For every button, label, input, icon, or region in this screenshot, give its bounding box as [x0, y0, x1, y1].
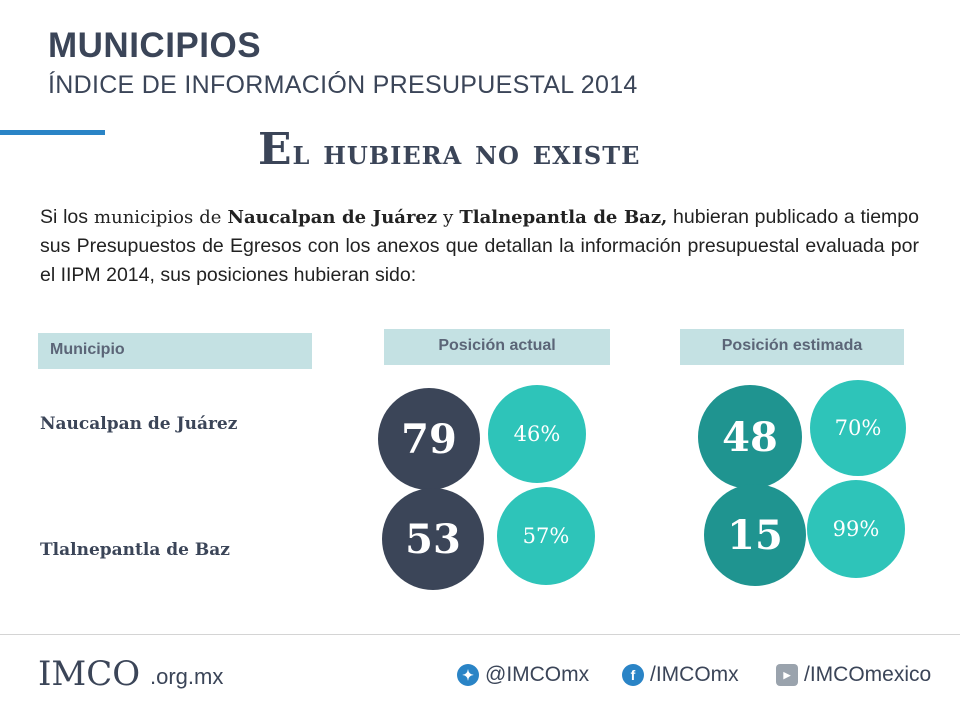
intro-text-1: Si los — [40, 206, 88, 228]
column-header-estimada: Posición estimada — [680, 329, 904, 365]
intro-paragraph: Si los municipios de Naucalpan de Juárez… — [40, 203, 919, 290]
column-header-municipio: Municipio — [38, 333, 312, 369]
column-header-actual: Posición actual — [384, 329, 610, 365]
twitter-link[interactable]: ✦ @IMCOmx — [457, 663, 589, 687]
facebook-link[interactable]: f /IMCOmx — [622, 663, 739, 687]
slide-title-rest: l hubiera no existe — [292, 133, 641, 173]
page-title: MUNICIPIOS — [48, 26, 262, 65]
youtube-link[interactable]: ▶ /IMCOmexico — [776, 663, 931, 687]
estimated-rank-tlalnepantla: 15 — [704, 484, 806, 586]
estimated-pct-naucalpan: 70% — [810, 380, 906, 476]
municipality-name-2: Tlalnepantla de Baz, — [459, 207, 668, 228]
accent-line — [0, 130, 105, 135]
intro-text-4: hubieran publicado a tiempo sus Presupue… — [40, 206, 919, 286]
page-subtitle: ÍNDICE DE INFORMACIÓN PRESUPUESTAL 2014 — [48, 71, 638, 99]
actual-rank-naucalpan: 79 — [378, 388, 480, 490]
row-municipio-tlalnepantla: Tlalnepantla de Baz — [40, 540, 230, 560]
youtube-icon: ▶ — [776, 664, 798, 686]
imco-domain: .org.mx — [150, 664, 224, 689]
estimated-rank-naucalpan: 48 — [698, 385, 802, 489]
slide-title-initial: E — [258, 124, 293, 175]
intro-text-2: municipios de — [88, 207, 228, 228]
actual-pct-tlalnepantla: 57% — [497, 487, 595, 585]
slide-title: El hubiera no existe — [258, 124, 640, 175]
imco-logo: IMCO — [38, 654, 141, 694]
municipality-name-1: Naucalpan de Juárez — [227, 207, 438, 228]
footer-divider — [0, 634, 960, 635]
actual-rank-tlalnepantla: 53 — [382, 488, 484, 590]
youtube-handle: /IMCOmexico — [804, 663, 932, 686]
facebook-handle: /IMCOmx — [650, 663, 739, 686]
intro-text-3: y — [437, 207, 460, 228]
twitter-handle: @IMCOmx — [485, 663, 590, 686]
twitter-icon: ✦ — [457, 664, 479, 686]
facebook-icon: f — [622, 664, 644, 686]
row-municipio-naucalpan: Naucalpan de Juárez — [40, 414, 238, 434]
actual-pct-naucalpan: 46% — [488, 385, 586, 483]
estimated-pct-tlalnepantla: 99% — [807, 480, 905, 578]
